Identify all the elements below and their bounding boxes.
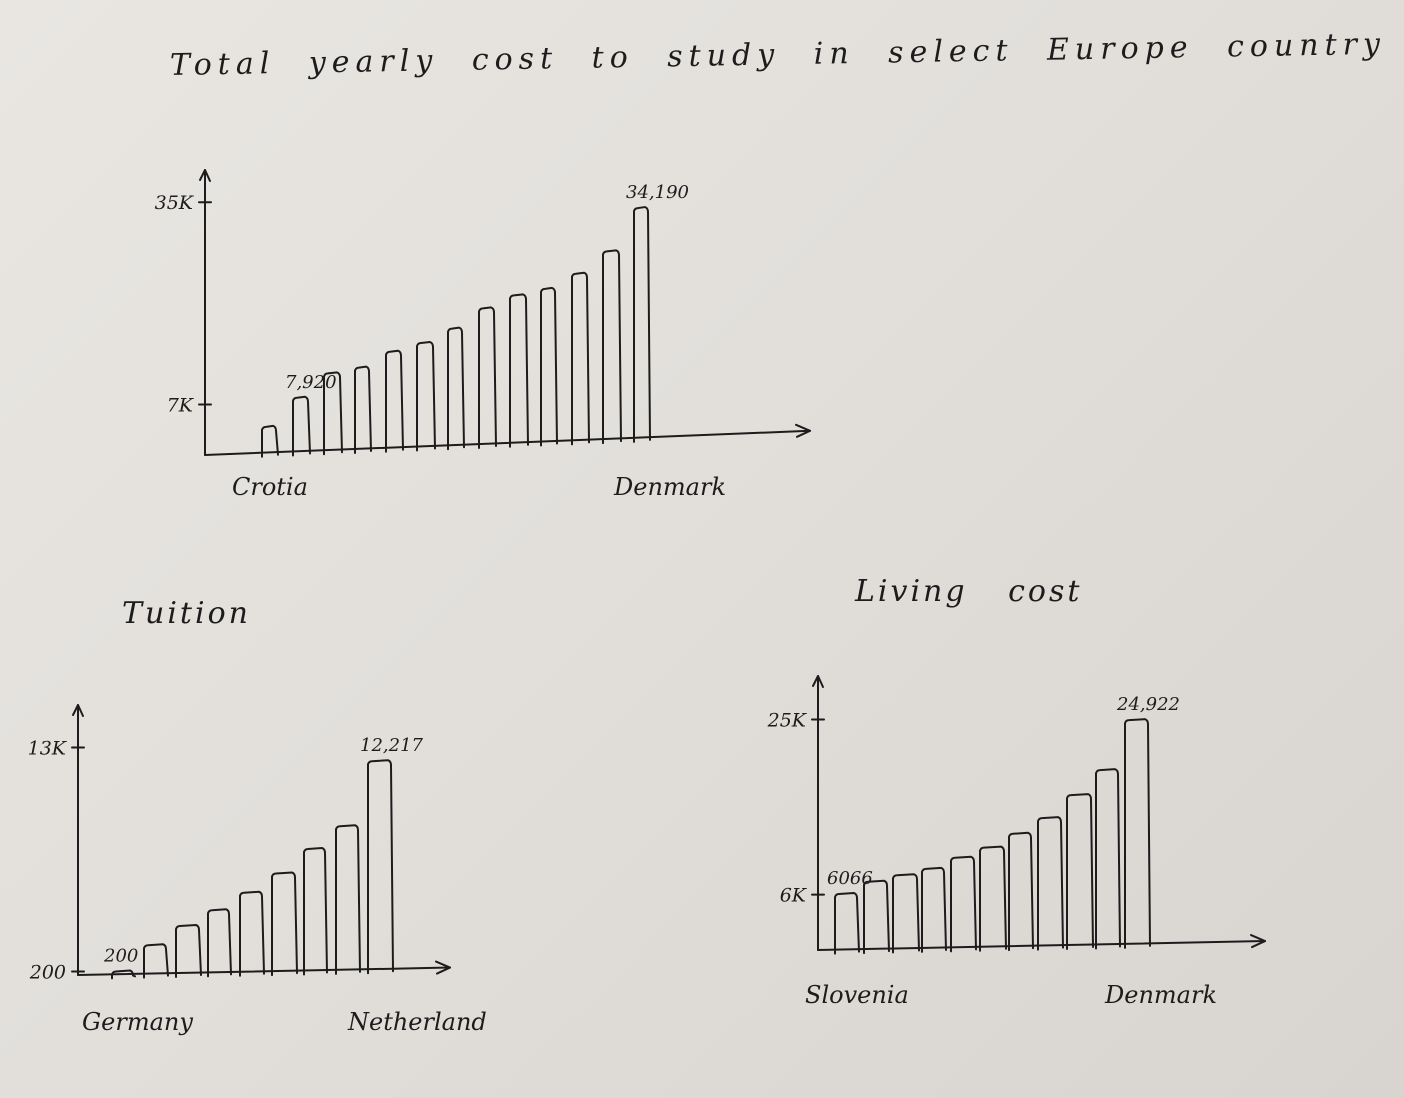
bar [303, 847, 328, 976]
bar [478, 306, 497, 450]
category-label: Germany [82, 1008, 193, 1036]
bar [1037, 816, 1064, 951]
bar [111, 969, 136, 980]
tuition-chart: 200 13K 200 12,217 Germany Netherland [28, 704, 487, 1036]
data-label: 12,217 [360, 735, 424, 756]
bar [509, 293, 529, 448]
y-tick-label: 200 [29, 962, 66, 984]
bar [540, 286, 558, 447]
bar [1124, 718, 1151, 949]
y-tick-label: 25K [767, 709, 808, 731]
bar [292, 395, 311, 457]
bar [207, 908, 232, 978]
bar [1066, 793, 1094, 951]
category-label: Crotia [232, 473, 308, 501]
x-axis-line [204, 429, 811, 456]
bar [1095, 768, 1121, 950]
bar [921, 866, 947, 953]
tuition-chart-title: Tuition [122, 596, 251, 631]
living-cost-chart: 6K 25K 6066 24,922 Slovenia Denmark [767, 675, 1266, 1009]
bar [571, 271, 590, 446]
y-tick-label: 7K [167, 394, 195, 416]
y-tick-label: 6K [780, 885, 808, 907]
bar [863, 879, 890, 955]
data-label: 34,190 [626, 182, 689, 203]
y-axis-arrow [72, 704, 84, 717]
y-axis-arrow [199, 169, 211, 182]
bar [143, 943, 169, 979]
category-label: Slovenia [805, 981, 909, 1009]
y-tick-label: 13K [28, 738, 68, 760]
category-label: Denmark [1104, 981, 1217, 1009]
data-label: 6066 [827, 868, 873, 889]
bar [602, 249, 622, 445]
bar [335, 824, 361, 975]
bar [447, 326, 465, 451]
x-axis-arrow [795, 423, 811, 438]
bar [367, 759, 394, 975]
y-axis-arrow [812, 675, 824, 688]
data-label: 200 [103, 946, 138, 967]
bar [239, 890, 265, 977]
data-label: 7,920 [285, 372, 337, 393]
living-cost-chart-title: Living cost [855, 574, 1083, 609]
bar [385, 349, 404, 453]
bar [175, 924, 202, 979]
bar [354, 365, 372, 454]
bar [416, 341, 436, 452]
x-axis-line [817, 940, 1266, 951]
bar [892, 873, 920, 954]
data-label: 24,922 [1116, 694, 1180, 715]
bar [261, 424, 279, 458]
bar [979, 845, 1007, 952]
y-tick-label: 35K [155, 192, 195, 214]
category-label: Denmark [613, 473, 726, 501]
bar [834, 892, 860, 955]
bar [271, 871, 298, 977]
category-label: Netherland [347, 1008, 487, 1036]
bar [323, 371, 343, 456]
x-axis-arrow [1250, 934, 1266, 949]
bar [950, 855, 977, 953]
total-cost-chart: 7K 35K 7,920 34,190 Crotia Denmark [155, 169, 811, 501]
x-axis-arrow [435, 960, 451, 975]
bar [1008, 831, 1034, 952]
bar [633, 206, 651, 443]
